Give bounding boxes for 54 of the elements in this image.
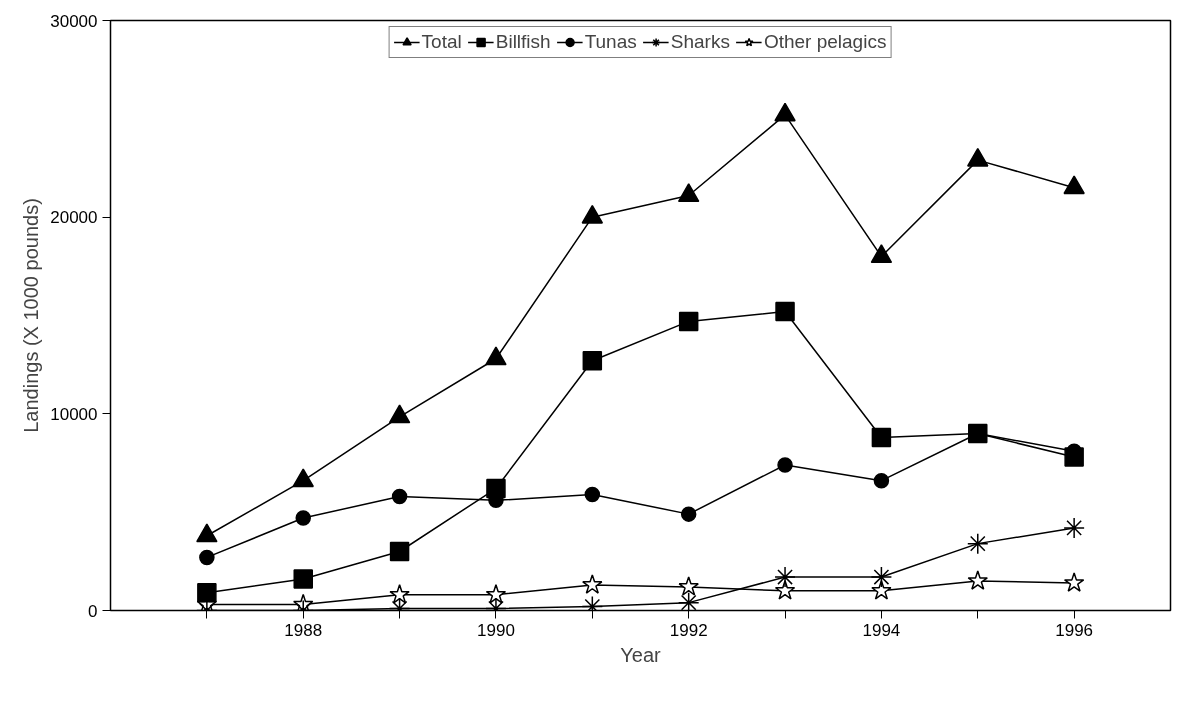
point (582, 350, 603, 371)
point (485, 346, 507, 366)
legend-label: Other pelagics (763, 31, 887, 53)
legend-label: Sharks (670, 31, 730, 53)
point (1064, 447, 1084, 467)
point (870, 244, 893, 264)
point (677, 183, 700, 203)
point (775, 301, 795, 322)
point (873, 472, 890, 489)
y-tick-label: 0 (88, 601, 98, 621)
legend-label: Billfish (495, 31, 551, 53)
point (199, 549, 215, 566)
point (295, 510, 311, 526)
x-tick-label: 1992 (669, 620, 708, 640)
point (678, 576, 699, 596)
point (292, 468, 314, 488)
point (677, 591, 700, 611)
point (388, 404, 411, 424)
point (680, 506, 697, 522)
point (391, 488, 408, 505)
point (1063, 517, 1085, 539)
point (871, 427, 892, 448)
y-axis-title: Landings (X 1000 pounds) (20, 198, 43, 433)
point (389, 584, 410, 604)
x-tick-label: 1996 (1055, 620, 1094, 640)
point (582, 574, 603, 594)
point (678, 311, 699, 332)
point (1063, 572, 1085, 592)
point (777, 457, 793, 473)
point (486, 478, 506, 499)
point (774, 102, 796, 122)
x-tick-label: 1994 (862, 620, 901, 640)
point (389, 541, 410, 562)
point (581, 204, 604, 224)
point (774, 580, 796, 600)
point (967, 532, 989, 555)
legend-label: Total (421, 31, 462, 53)
legend-label: Tunas (584, 31, 637, 53)
point (774, 566, 796, 588)
point (485, 584, 507, 604)
y-tick-label: 10000 (50, 404, 98, 424)
point (584, 486, 601, 503)
x-tick-label: 1988 (284, 620, 323, 640)
x-tick-label: 1990 (477, 620, 515, 640)
point (967, 570, 989, 590)
point (1063, 175, 1085, 195)
point (293, 569, 313, 589)
y-tick-label: 20000 (50, 208, 98, 228)
y-tick-label: 30000 (50, 11, 98, 31)
point (870, 566, 893, 588)
point (871, 580, 892, 600)
x-axis-title: Year (620, 643, 662, 666)
point (197, 583, 217, 603)
point (967, 147, 989, 167)
